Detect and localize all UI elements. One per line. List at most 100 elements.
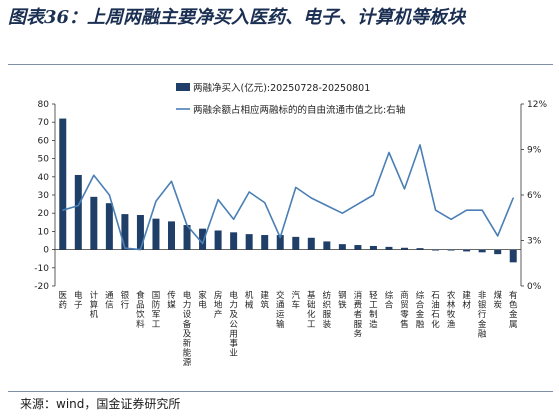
line-point-非银行金融 [481,209,483,211]
category-char: 材 [462,300,471,311]
category-char: 械 [245,300,254,311]
category-label: 消费者服务 [354,290,363,339]
line-point-建材 [466,209,468,211]
category-labels: 医药电子计算机通信银行食品饮料国防军工传媒电力设备及新能源家电房地产电力及公用事… [59,290,518,368]
line-point-综合金融 [419,144,421,146]
left-tick-label: 10 [38,227,50,237]
category-char: 车 [292,300,301,311]
category-char: 品 [136,301,145,311]
bar-交通运输 [276,235,284,250]
category-char: 费 [354,300,363,311]
category-label: 传媒 [167,290,176,311]
line-point-计算机 [93,174,95,176]
category-char: 机 [90,309,99,320]
category-label: 电力设备及新能源 [183,290,192,368]
line-point-农林牧渔 [450,218,452,220]
category-char: 综 [416,290,425,301]
category-char: 电 [183,290,192,301]
line-point-国防军工 [155,200,157,202]
line-point-消费者服务 [357,203,359,205]
category-label: 食品饮料 [136,290,145,330]
category-char: 筑 [260,300,269,311]
line-path [62,144,514,251]
category-char: 用 [229,329,238,339]
line-point-纺织服装 [326,205,328,207]
category-char: 运 [276,310,285,320]
category-char: 轻 [369,290,378,301]
category-label: 房地产 [214,290,223,320]
category-char: 及 [183,329,192,339]
category-label: 基础化工 [307,290,316,330]
category-char: 铁 [338,300,347,311]
category-char: 媒 [167,301,176,311]
category-label: 交通运输 [276,290,285,330]
left-tick-label: 60 [38,136,50,146]
category-char: 造 [369,319,378,330]
bar-汽车 [292,236,300,250]
category-char: 钢 [338,290,347,301]
category-label: 机械 [245,290,254,311]
line-point-银行 [124,247,126,249]
category-char: 饮 [136,309,145,320]
category-char: 制 [369,309,378,320]
chart-svg: 两融净买入(亿元):20250728-20250801 两融余额占相应两融标的的… [34,82,547,368]
bar-非银行金融 [478,249,486,253]
category-label: 煤炭 [493,290,502,311]
category-char: 色 [509,300,518,311]
category-label: 有色金属 [509,290,518,330]
category-char: 电 [198,300,207,311]
bar-series [59,118,517,263]
bar-电力设备及新能源 [183,225,191,250]
category-char: 综 [385,290,394,301]
bar-建材 [463,249,471,252]
category-char: 事 [229,338,238,349]
line-point-基础化工 [310,197,312,199]
category-char: 医 [59,291,68,301]
category-char: 织 [323,300,332,311]
category-char: 装 [323,319,332,330]
category-char: 基 [307,290,316,301]
bar-基础化工 [307,237,315,250]
legend: 两融净买入(亿元):20250728-20250801 两融余额占相应两融标的的… [176,82,405,116]
line-point-电力及公用事业 [233,218,235,220]
category-char: 属 [509,320,518,330]
line-point-电力设备及新能源 [186,224,188,226]
bar-煤炭 [494,249,502,255]
category-char: 务 [354,328,363,339]
category-char: 通 [105,290,114,301]
category-char: 工 [307,320,316,330]
category-char: 售 [400,319,409,330]
line-point-食品饮料 [139,249,142,251]
legend-line-label: 两融余额占相应两融标的的自由流通市值之比:右轴 [193,104,405,116]
bar-钢铁 [338,244,346,250]
left-tick-label: 50 [38,155,50,165]
line-point-医药 [62,209,64,211]
category-char: 房 [214,290,223,301]
category-char: 贸 [400,300,409,311]
category-label: 医药 [59,291,68,311]
axes: -20 -10 0 10 20 30 40 50 60 70 80 0% 3% 6% 9% 12% [34,100,547,292]
category-char: 算 [90,300,99,311]
category-char: 林 [447,300,456,311]
category-char: 料 [136,319,145,330]
category-char: 行 [121,300,130,311]
bar-建筑 [261,235,269,250]
category-char: 药 [59,300,68,311]
category-char: 融 [478,328,487,339]
line-point-通信 [108,194,110,196]
right-tick-label: 12% [527,100,547,110]
category-char: 汽 [292,290,301,301]
line-point-建筑 [264,201,266,204]
category-char: 服 [354,320,363,330]
right-tick-label: 3% [527,237,542,247]
category-label: 纺织服装 [323,290,332,330]
category-char: 力 [183,300,192,311]
bar-机械 [245,234,253,250]
category-label: 电力及公用事业 [229,290,238,359]
category-char: 油 [431,300,440,311]
category-char: 工 [369,301,378,311]
category-char: 石 [431,291,440,301]
bar-农林牧渔 [447,249,455,251]
category-char: 输 [276,319,285,330]
category-label: 家电 [198,290,207,311]
